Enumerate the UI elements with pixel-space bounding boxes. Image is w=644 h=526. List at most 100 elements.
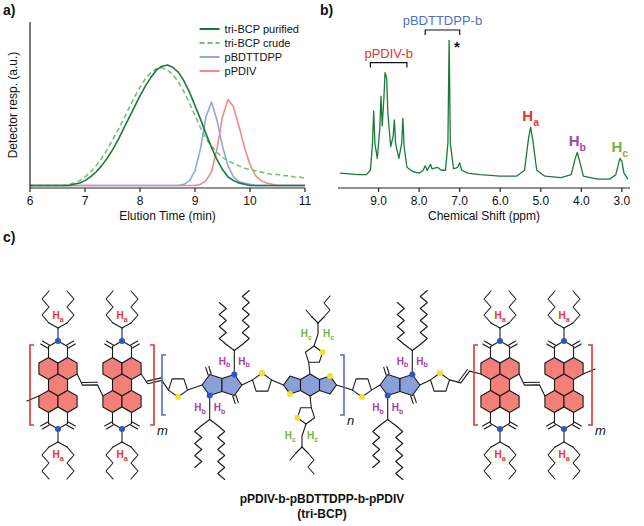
bond xyxy=(234,345,242,351)
bond xyxy=(314,323,318,346)
imide-ring xyxy=(113,341,132,363)
bond xyxy=(302,424,306,447)
proton-subscript: c xyxy=(292,436,296,443)
repeat-bracket xyxy=(474,345,478,425)
alkyl-chain xyxy=(573,447,580,479)
proton-label: Hb xyxy=(214,402,226,415)
carbonyl xyxy=(105,344,112,348)
proton-label: Hb xyxy=(569,132,586,152)
proton-label: Hb xyxy=(392,402,404,415)
vinylene-double xyxy=(459,370,468,382)
nitrogen xyxy=(497,338,503,344)
data-line xyxy=(340,40,628,179)
carbonyl xyxy=(483,344,490,348)
proton-subscript: c xyxy=(308,334,312,341)
carbonyl xyxy=(233,396,235,404)
imide-ring xyxy=(49,341,68,363)
thiophene xyxy=(297,408,314,424)
thiophene xyxy=(305,346,322,362)
bond xyxy=(555,442,564,447)
alkyl-chain xyxy=(131,291,138,323)
imide-ring xyxy=(555,341,574,363)
proton-label: Hc xyxy=(307,430,318,443)
proton-label: Ha xyxy=(558,449,569,462)
bond xyxy=(27,396,39,401)
proton-subscript: b xyxy=(379,408,383,415)
carbonyl xyxy=(106,341,113,345)
x-tick xyxy=(249,188,250,192)
proton-letter: H xyxy=(285,430,292,441)
nitrogen xyxy=(207,393,213,399)
bond xyxy=(58,323,67,328)
bond xyxy=(310,396,311,408)
alkyl-chain xyxy=(106,447,113,479)
alkyl-chain xyxy=(131,447,138,479)
proton-label: Ha xyxy=(116,449,127,462)
x-tick-label: 7 xyxy=(82,194,89,208)
proton-letter: H xyxy=(323,328,330,339)
proton-label: Ha xyxy=(494,449,505,462)
proton-letter: H xyxy=(416,356,423,367)
bond xyxy=(234,351,235,375)
alkyl-chain xyxy=(42,447,49,479)
bond xyxy=(202,420,210,426)
alkyl-chain xyxy=(509,447,516,479)
bond xyxy=(122,323,131,328)
proton-subscript: c xyxy=(314,436,318,443)
bond xyxy=(387,396,388,420)
bond xyxy=(58,442,67,447)
plot-area xyxy=(340,40,628,179)
bond xyxy=(113,323,122,328)
proton-letter: H xyxy=(116,310,123,321)
bond xyxy=(420,380,431,385)
x-tick-label: 8.0 xyxy=(411,194,428,208)
carbonyl xyxy=(132,422,139,426)
carbonyl xyxy=(411,396,413,404)
proton-label: Ha xyxy=(52,449,63,462)
carbonyl xyxy=(68,344,75,348)
bond xyxy=(491,323,500,328)
bond xyxy=(296,447,302,453)
proton-letter: H xyxy=(116,449,123,460)
proton-subscript: b xyxy=(424,361,428,368)
sulfur xyxy=(437,370,443,376)
proton-letter: H xyxy=(219,356,226,367)
proton-subscript: b xyxy=(201,408,205,415)
proton-subscript: b xyxy=(246,361,250,368)
carbonyl xyxy=(509,341,516,345)
proton-letter: H xyxy=(214,402,221,413)
plot-area xyxy=(30,65,305,185)
vinylene-double xyxy=(524,382,539,383)
carbonyl xyxy=(206,367,209,375)
proton-label: Hb xyxy=(416,356,428,369)
imide-ring xyxy=(491,341,510,363)
proton-subscript: a xyxy=(502,316,506,323)
bond xyxy=(491,442,500,447)
alkyl-chain xyxy=(106,291,113,323)
x-tick-label: 4.0 xyxy=(573,194,590,208)
nitrogen xyxy=(55,338,61,344)
bond xyxy=(122,442,131,447)
annotation: pBDTTDPP-b xyxy=(403,13,482,28)
bond xyxy=(209,396,210,420)
bracket xyxy=(425,30,460,35)
alkyl-chain xyxy=(548,447,555,479)
nitrogen xyxy=(231,372,237,378)
nitrogen xyxy=(561,338,567,344)
proton-subscript: a xyxy=(533,116,539,128)
carbonyl xyxy=(547,344,554,348)
proton-label: Hc xyxy=(612,138,629,158)
carbonyl xyxy=(548,341,555,345)
bond xyxy=(380,420,388,426)
alkyl-chain xyxy=(290,453,296,460)
repeat-bracket xyxy=(150,345,154,425)
alkyl-chain xyxy=(484,447,491,479)
bond xyxy=(372,385,381,390)
structure: HbHbHbHbHcHcHcHcHbHbHbHbHaHaHaHaHaHaHaHa… xyxy=(27,291,606,522)
data-line xyxy=(30,68,305,186)
bond xyxy=(272,380,284,385)
vinylene xyxy=(77,374,103,396)
carbonyl xyxy=(484,341,491,345)
bond xyxy=(564,323,573,328)
proton-letter: H xyxy=(558,449,565,460)
